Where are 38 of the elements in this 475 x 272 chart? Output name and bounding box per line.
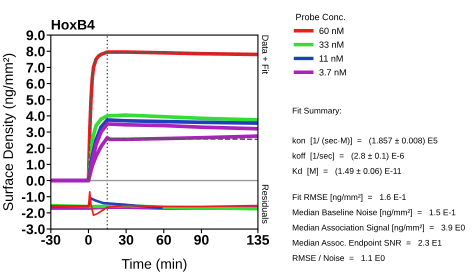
y-tick-label: 8.0 xyxy=(26,46,45,56)
text: Residuals xyxy=(262,184,269,224)
y-tick-label: 4.0 xyxy=(26,111,45,122)
x-tick-label: 135 xyxy=(247,234,270,245)
y-tick-label: 1.0 xyxy=(26,160,45,170)
text: Fit Summary: xyxy=(292,107,341,116)
text: Data + Fit xyxy=(262,35,269,74)
legend-label: 60 nM xyxy=(319,28,344,34)
y-tick-label: -1.0 xyxy=(22,192,45,202)
text: Median Assoc. Endpoint SNR = 2.3 E1 xyxy=(292,240,442,248)
y-tick-label: 3.0 xyxy=(26,127,45,138)
x-tick-label: 60 xyxy=(156,234,171,245)
text: Median Association Signal [ng/mm²] = 3.9 E0 xyxy=(292,224,465,232)
x-tick-label: 90 xyxy=(194,234,209,245)
y-tick-label: 2.0 xyxy=(26,144,45,154)
text: koff [1/sec] = (2.8 ± 0.1) E-6 xyxy=(292,152,404,160)
y-axis-title: Surface Density (ng/mm²) xyxy=(2,54,16,211)
legend-title: Probe Conc. xyxy=(296,14,345,20)
x-tick-label: 30 xyxy=(118,234,134,245)
y-tick-label: 9.0 xyxy=(26,30,45,40)
y-tick-label: -3.0 xyxy=(22,224,45,234)
text: kon [1/ (sec·M)] = (1.857 ± 0.008) E5 xyxy=(292,137,438,146)
y-tick-label: 7.0 xyxy=(26,62,45,73)
x-tick-label: 0 xyxy=(85,234,92,245)
text: Fit RMSE [ng/mm²] = 1.6 E-1 xyxy=(292,194,406,202)
x-tick-label: -30 xyxy=(41,234,60,245)
text: Median Baseline Noise [ng/mm²] = 1.5 E-1 xyxy=(292,209,456,217)
chart-title: HoxB4 xyxy=(52,20,95,30)
y-tick-label: -2.0 xyxy=(22,208,45,218)
y-tick-label: 5.0 xyxy=(26,95,45,105)
text: Kd [M] = (1.49 ± 0.06) E-11 xyxy=(292,168,402,176)
legend-label: 33 nM xyxy=(319,41,344,48)
text: RMSE / Noise = 1.1 E0 xyxy=(292,254,385,261)
y-tick-label: 0.0 xyxy=(26,176,45,186)
legend-label: 11 nM xyxy=(320,55,343,62)
y-tick-label: 6.0 xyxy=(26,78,45,89)
legend-label: 3.7 nM xyxy=(319,69,346,76)
x-axis-title: Time (min) xyxy=(122,258,186,272)
